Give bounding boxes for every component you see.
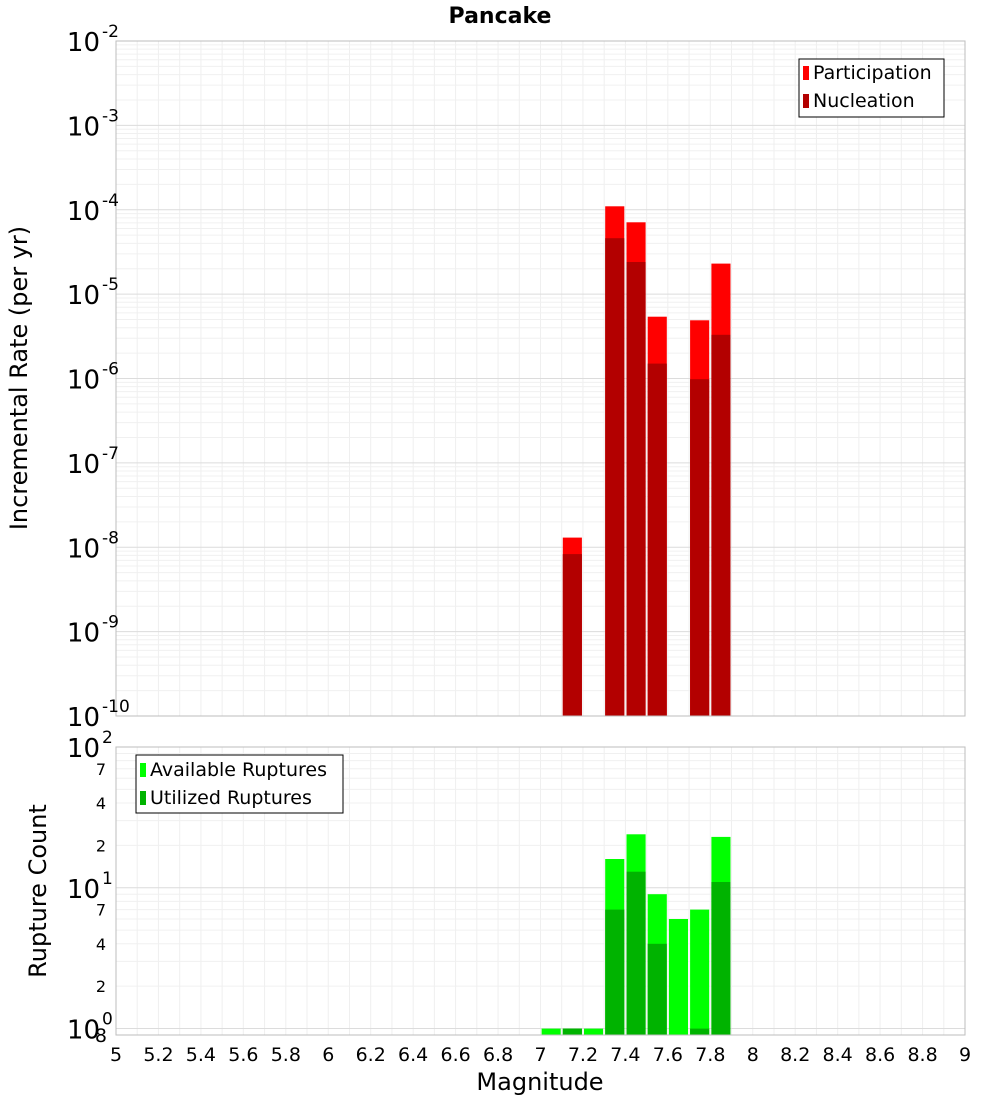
bottom-y-tick-exponent: 2 [102,728,113,748]
legend-label-available: Available Ruptures [150,759,327,781]
legend-label-participation: Participation [813,62,932,84]
x-tick-label: 5.4 [186,1044,216,1066]
top-y-axis-label: Incremental Rate (per yr) [5,226,33,530]
bottom-available-ruptures-bar [668,919,688,1035]
top-y-tick-label: 10 [67,28,100,58]
x-tick-label: 6 [322,1044,334,1066]
x-tick-label: 7 [534,1044,546,1066]
legend-swatch-utilized [140,791,146,805]
top-legend: Participation Nucleation [798,58,945,118]
top-y-tick-exponent: -3 [102,106,119,126]
top-nucleation-bar [626,262,646,716]
bottom-utilized-ruptures-bar [690,1028,710,1035]
x-tick-labels: 5 5.2 5.4 5.6 5.8 6 6.2 6.4 6.6 6.8 7 7.2 7.4 7.6 7.8 8… [110,1044,971,1066]
top-plot-border [115,40,966,717]
bottom-y-tick-exponent: 0 [102,1010,113,1030]
bottom-y-extra-label: 8 [95,1025,107,1047]
x-axis-label: Magnitude [476,1068,603,1096]
legend-swatch-available [140,763,146,777]
bottom-utilized-ruptures-bar [711,882,731,1035]
bottom-y-tick-label: 10 [67,875,100,905]
bottom-legend-box [135,754,344,814]
bottom-y-minor-tick-label: 4 [96,935,106,954]
x-tick-label: 8 [747,1044,759,1066]
top-y-tick-exponent: -8 [102,528,119,548]
top-y-tick-label: 10 [67,366,100,396]
bottom-utilized-ruptures-bar [605,909,625,1035]
top-y-tick-exponent: -4 [102,191,119,211]
bottom-y-tick-label: 10 [67,734,100,764]
top-y-tick-exponent: -5 [102,275,119,295]
bottom-y-minor-tick-label: 7 [96,901,106,920]
bottom-y-tick-exponent: 1 [102,869,113,889]
bottom-y-minor-tick-label: 7 [96,760,106,779]
bottom-y-minor-tick-label: 2 [96,977,106,996]
legend-swatch-participation [803,66,809,80]
top-y-tick-label: 10 [67,281,100,311]
x-tick-label: 8.6 [865,1044,895,1066]
top-y-tick-label: 10 [67,450,100,480]
bottom-y-minor-tick-label: 2 [96,836,106,855]
bottom-grid [115,747,966,1036]
top-nucleation-bar [647,363,667,716]
bottom-available-ruptures-bar [584,1028,604,1035]
top-nucleation-bar [711,334,731,716]
top-y-tick-exponent: -6 [102,360,119,380]
bottom-utilized-ruptures-bar [626,871,646,1035]
top-bars [562,206,731,717]
top-y-tick-label: 10 [67,703,100,733]
bottom-utilized-ruptures-bar [647,943,667,1035]
bottom-y-tick-label: 10 [67,1016,100,1046]
x-tick-label: 5 [110,1044,122,1066]
top-y-tick-label: 10 [67,112,100,142]
x-tick-label: 8.4 [823,1044,853,1066]
bottom-available-ruptures-bar [690,909,710,1035]
x-tick-label: 9 [959,1044,971,1066]
x-tick-label: 7.6 [653,1044,683,1066]
bottom-legend: Available Ruptures Utilized Ruptures [135,754,344,814]
top-y-tick-exponent: -7 [102,444,119,464]
top-grid [115,41,966,717]
top-y-tick-label: 10 [67,197,100,227]
x-tick-label: 5.8 [271,1044,301,1066]
x-tick-label: 7.4 [610,1044,640,1066]
x-tick-label: 6.4 [398,1044,428,1066]
x-tick-label: 8.2 [780,1044,810,1066]
x-tick-label: 7.8 [695,1044,725,1066]
x-tick-label: 6.6 [440,1044,470,1066]
top-nucleation-bar [605,238,625,716]
bottom-bars [541,834,731,1035]
x-tick-label: 5.2 [143,1044,173,1066]
top-y-tick-exponent: -9 [102,613,119,633]
legend-label-utilized: Utilized Ruptures [150,787,312,809]
x-tick-label: 6.2 [356,1044,386,1066]
x-tick-label: 8.8 [907,1044,937,1066]
top-legend-box [798,58,945,118]
x-tick-label: 6.8 [483,1044,513,1066]
top-y-tick-label: 10 [67,534,100,564]
bottom-y-minor-tick-label: 4 [96,794,106,813]
top-y-tick-label: 10 [67,619,100,649]
x-tick-label: 7.2 [568,1044,598,1066]
top-nucleation-bar [562,554,582,716]
chart-title: Pancake [449,4,552,29]
bottom-y-axis-label: Rupture Count [24,804,52,978]
top-y-tick-exponent: -10 [102,697,130,717]
x-tick-label: 5.6 [228,1044,258,1066]
bottom-available-ruptures-bar [541,1028,561,1035]
bottom-utilized-ruptures-bar [562,1028,582,1035]
bottom-plot-border [115,746,966,1036]
top-y-tick-exponent: -2 [102,22,119,42]
top-nucleation-bar [690,379,710,716]
legend-label-nucleation: Nucleation [813,90,915,112]
legend-swatch-nucleation [803,94,809,108]
